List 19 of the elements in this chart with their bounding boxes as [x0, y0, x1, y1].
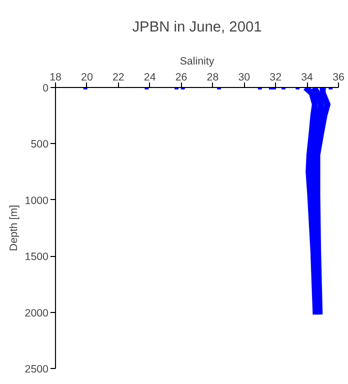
x-tick-label: 26 [175, 72, 188, 84]
x-tick-label: 34 [301, 72, 314, 84]
y-tick-label: 2000 [24, 307, 49, 320]
chart-title: JPBN in June, 2001 [132, 20, 262, 36]
y-tick-label: 1500 [24, 251, 49, 264]
x-tick-label: 20 [81, 72, 93, 84]
y-tick-label: 500 [30, 138, 49, 151]
x-tick-label: 32 [270, 72, 282, 84]
y-axis-title: Depth [m] [8, 204, 20, 252]
x-tick-label: 36 [332, 72, 344, 84]
x-axis-title: Salinity [180, 56, 215, 68]
y-tick-label: 0 [42, 82, 49, 94]
x-tick-label: 24 [144, 72, 156, 84]
x-tick-label: 28 [206, 72, 219, 84]
y-tick-label: 1000 [24, 194, 49, 207]
x-tick-label: 18 [50, 72, 62, 84]
y-tick-label: 2500 [24, 364, 49, 376]
x-tick-label: 30 [238, 72, 250, 84]
x-tick-label: 22 [112, 72, 124, 84]
